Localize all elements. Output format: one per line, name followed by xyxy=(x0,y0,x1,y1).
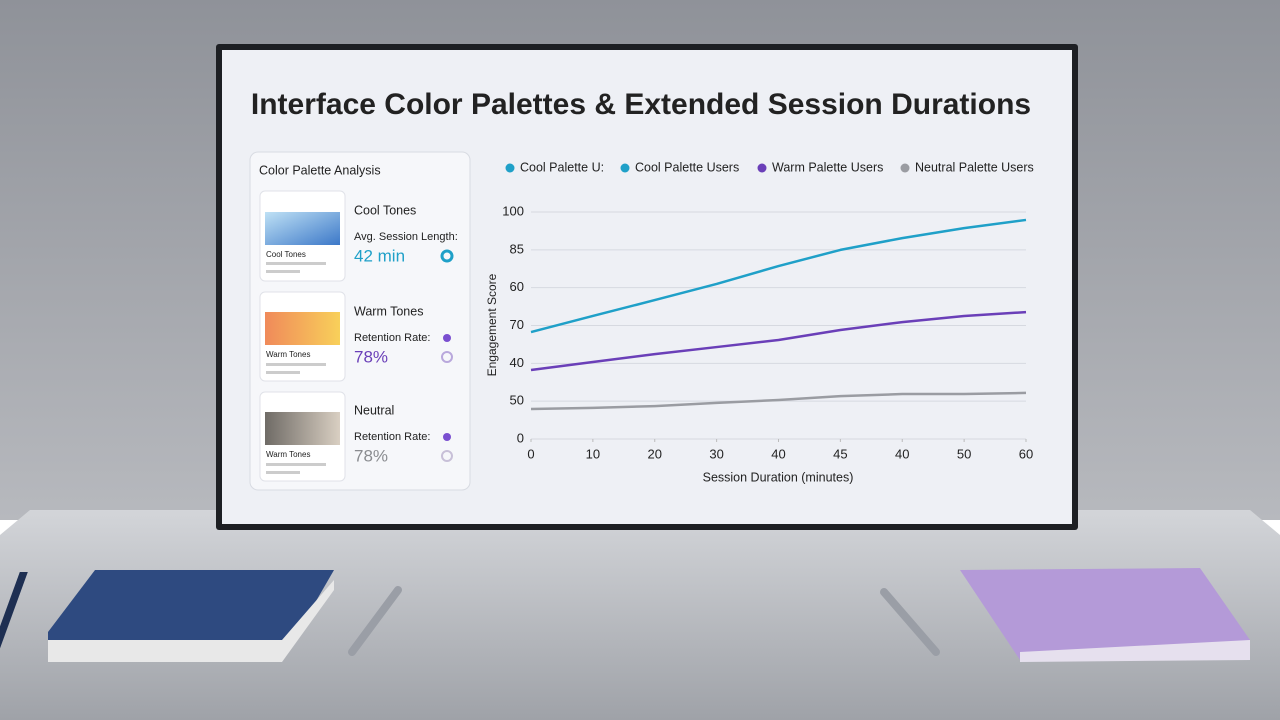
y-tick-label: 50 xyxy=(510,393,524,408)
card-metric: Retention Rate: xyxy=(354,332,430,344)
card: Cool Tones Cool Tones Avg. Session Lengt… xyxy=(259,190,458,282)
x-tick-label: 45 xyxy=(833,446,847,461)
card-name: Cool Tones xyxy=(354,203,416,217)
x-axis-label: Session Duration (minutes) xyxy=(703,470,854,484)
legend-label: Neutral Palette Users xyxy=(915,160,1034,174)
card: Warm Tones Neutral Retention Rate: 78% xyxy=(259,391,453,482)
card: Warm Tones Warm Tones Retention Rate: 78… xyxy=(259,291,453,382)
card-caption: Cool Tones xyxy=(266,250,306,259)
x-tick-label: 30 xyxy=(709,446,723,461)
legend-label: Warm Palette Users xyxy=(772,160,883,174)
series-line xyxy=(530,391,1027,411)
y-tick-label: 70 xyxy=(510,317,524,332)
x-tick-label: 10 xyxy=(586,446,600,461)
card-name: Neutral xyxy=(354,403,394,417)
notebook-purple xyxy=(960,568,1250,660)
y-tick-label: 60 xyxy=(510,279,524,294)
strap xyxy=(0,572,28,662)
x-tick-label: 60 xyxy=(1019,446,1033,461)
card-name: Warm Tones xyxy=(354,304,423,318)
x-tick-label: 20 xyxy=(648,446,662,461)
card-caption: Warm Tones xyxy=(266,450,310,459)
desk xyxy=(0,510,1280,720)
card-metric: Avg. Session Length: xyxy=(354,231,458,243)
legend-label: Cool Palette U: xyxy=(520,160,604,174)
x-tick-label: 40 xyxy=(771,446,785,461)
x-tick-label: 50 xyxy=(957,446,971,461)
y-tick-label: 40 xyxy=(510,355,524,370)
x-tick-label: 0 xyxy=(527,446,534,461)
series-line xyxy=(530,310,1027,372)
card-value: 42 min xyxy=(354,246,405,265)
notebook-pages xyxy=(48,580,334,662)
y-tick-label: 0 xyxy=(517,430,524,445)
legend-label: Cool Palette Users xyxy=(635,160,739,174)
sidebar-title: Color Palette Analysis xyxy=(259,163,381,177)
legend-marker xyxy=(900,163,910,173)
card-caption: Warm Tones xyxy=(266,350,310,359)
card-value: 78% xyxy=(354,446,388,465)
card-metric: Retention Rate: xyxy=(354,431,430,443)
x-tick-label: 40 xyxy=(895,446,909,461)
pen xyxy=(880,588,940,656)
legend-marker xyxy=(505,163,515,173)
notebook-pages xyxy=(1020,640,1250,662)
notebook-blue xyxy=(48,570,334,660)
chart-title: Interface Color Palettes & Extended Sess… xyxy=(251,88,1031,121)
card-value: 78% xyxy=(354,347,388,366)
y-tick-label: 85 xyxy=(510,241,524,256)
y-tick-label: 100 xyxy=(502,203,524,218)
y-axis-label: Engagement Score xyxy=(485,273,499,376)
series-line xyxy=(530,218,1027,334)
legend-marker xyxy=(620,163,630,173)
pen xyxy=(348,586,402,656)
legend-marker xyxy=(757,163,767,173)
